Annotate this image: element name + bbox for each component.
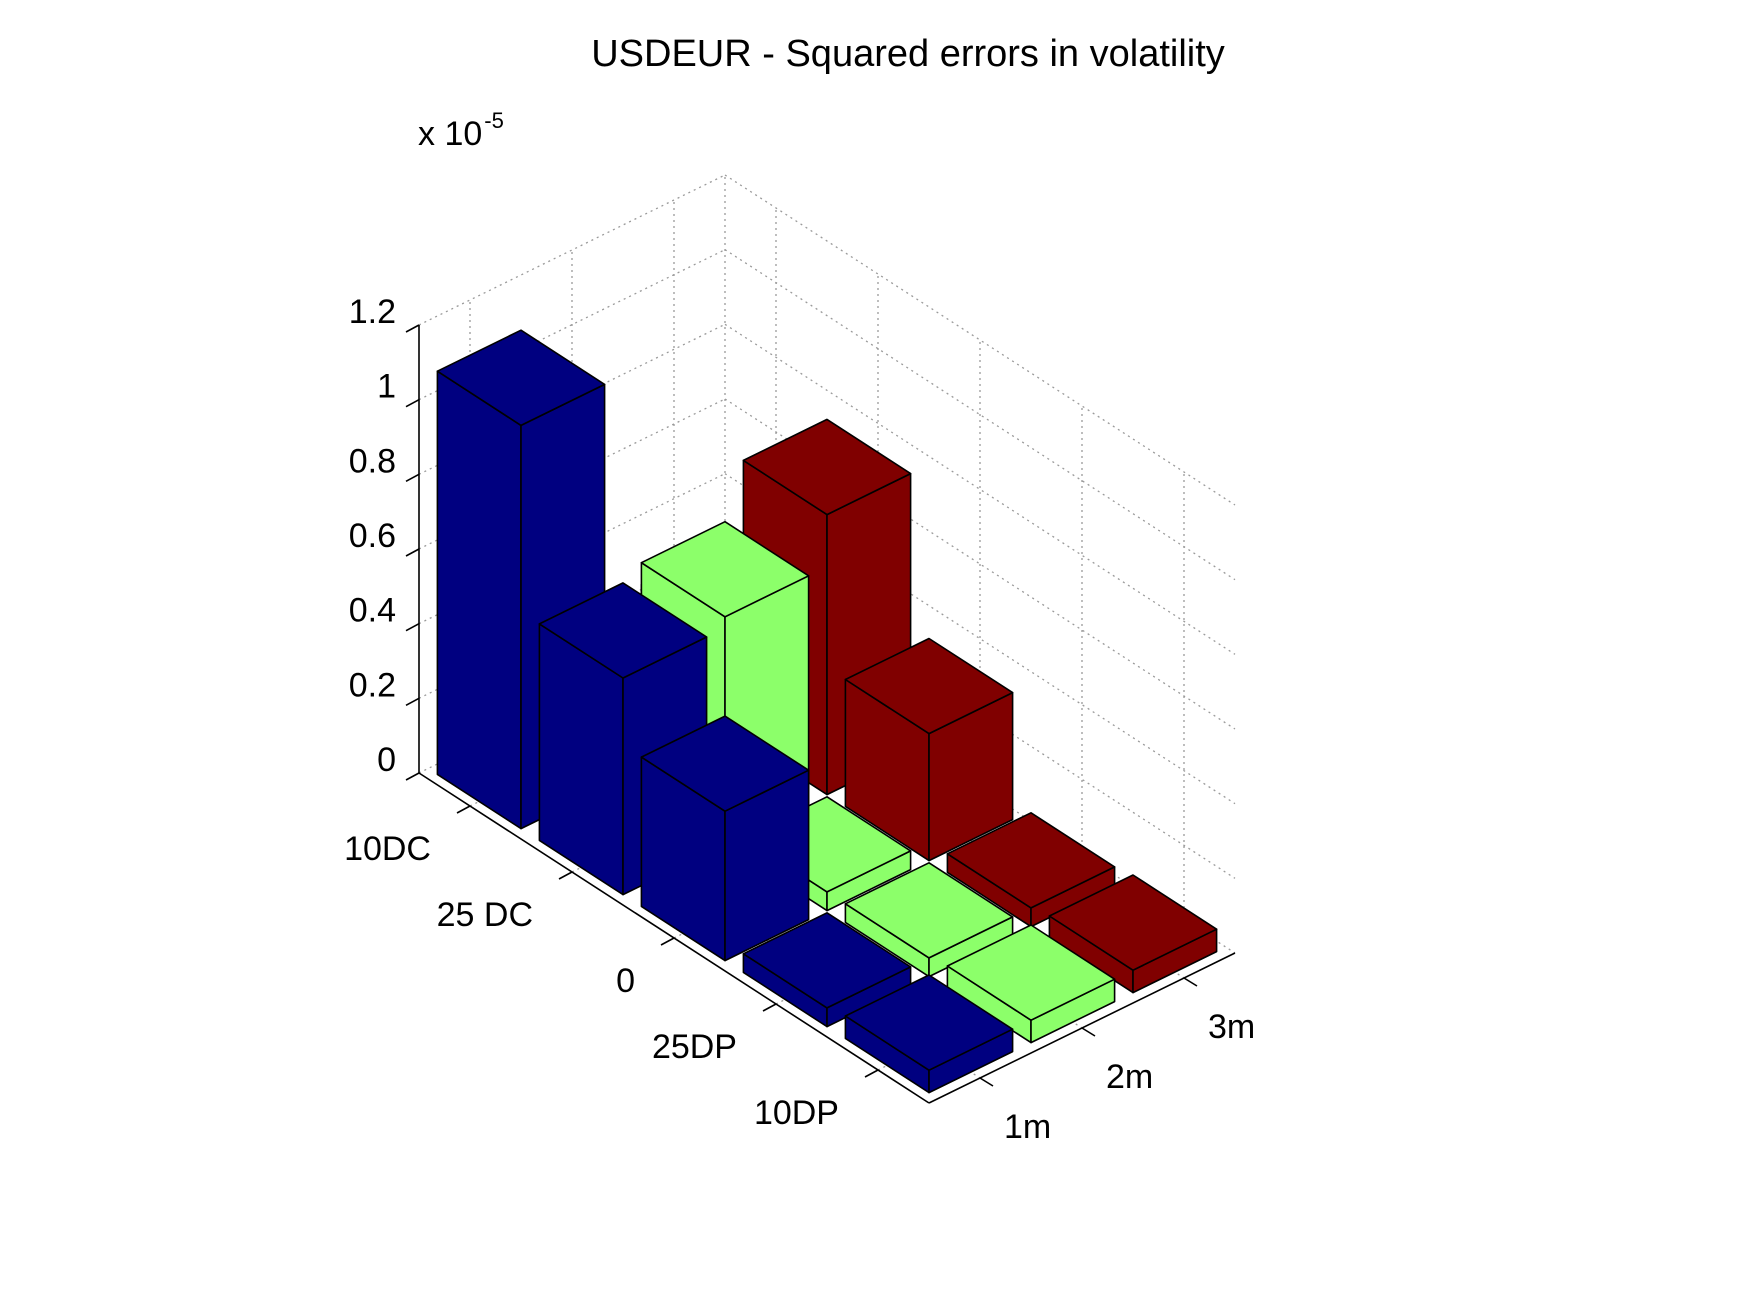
grid-line: [418, 174, 726, 326]
maturity-tick-mark: [979, 1077, 994, 1087]
bar-top-face: [742, 418, 912, 516]
strike-tick-label: 10DC: [344, 830, 431, 868]
bar-1m-25DP: [742, 911, 912, 1028]
bar-top-face: [946, 811, 1116, 909]
bar-top-face: [538, 582, 708, 679]
bar-3m-10DP: [1048, 874, 1218, 994]
bar-1m-10DP: [844, 974, 1014, 1094]
bar-2m-25DP: [844, 861, 1014, 978]
z-tick-mark: [405, 622, 420, 632]
bar-3m-0: [844, 637, 1014, 862]
bar-top-face: [946, 924, 1116, 1022]
bar-3m-25DP: [946, 811, 1116, 928]
strike-tick-label: 25 DC: [437, 896, 533, 934]
bar-top-face: [640, 715, 810, 813]
strike-tick-mark: [456, 805, 471, 814]
z-tick-mark: [405, 473, 420, 483]
strike-tick-mark: [762, 1003, 777, 1012]
grid-line: [418, 323, 726, 475]
bar-front-face: [436, 370, 522, 830]
bar-top-face: [844, 974, 1014, 1071]
strike-tick-label: 0: [616, 962, 635, 1000]
strike-tick-label: 10DP: [754, 1094, 839, 1132]
z-tick-label: 0.2: [349, 666, 396, 704]
bar-top-face: [742, 911, 912, 1009]
z-tick-mark: [405, 697, 420, 707]
bar-top-face: [640, 520, 810, 618]
chart-title: USDEUR - Squared errors in volatility: [591, 33, 1225, 75]
maturity-tick-label: 2m: [1106, 1058, 1153, 1096]
bar-top-face: [1048, 874, 1218, 972]
bar-top-face: [844, 637, 1014, 735]
z-tick-label: 0.4: [349, 592, 396, 630]
z-tick-mark: [405, 548, 420, 557]
maturity-tick-label: 3m: [1208, 1008, 1255, 1046]
strike-tick-label: 25DP: [652, 1028, 737, 1066]
z-tick-mark: [405, 398, 420, 408]
bar-1m-0: [640, 715, 810, 962]
maturity-tick-label: 1m: [1004, 1108, 1051, 1146]
grid-line: [418, 249, 726, 401]
z-tick-label: 0.8: [349, 442, 396, 480]
strike-tick-mark: [660, 937, 675, 946]
grid-line: [418, 473, 726, 625]
axes: [405, 324, 1236, 1104]
bar-2m-10DP: [946, 924, 1116, 1044]
bar-top-face: [844, 861, 1014, 959]
maturity-tick-mark: [1081, 1027, 1096, 1037]
strike-tick-mark: [558, 871, 573, 880]
z-tick-label: 0.6: [349, 517, 396, 555]
bars: [436, 329, 1218, 1094]
z-tick-label: 1: [377, 368, 396, 406]
z-tick-label: 1.2: [349, 293, 396, 331]
z-tick-label: 0: [377, 741, 396, 779]
grid-line: [418, 398, 726, 550]
maturity-tick-mark: [1183, 977, 1198, 987]
z-tick-mark: [405, 324, 420, 333]
strike-tick-mark: [864, 1069, 879, 1078]
bar-top-face: [436, 329, 606, 427]
z-axis-multiplier: x 10-5: [418, 108, 504, 153]
z-tick-mark: [405, 772, 420, 781]
